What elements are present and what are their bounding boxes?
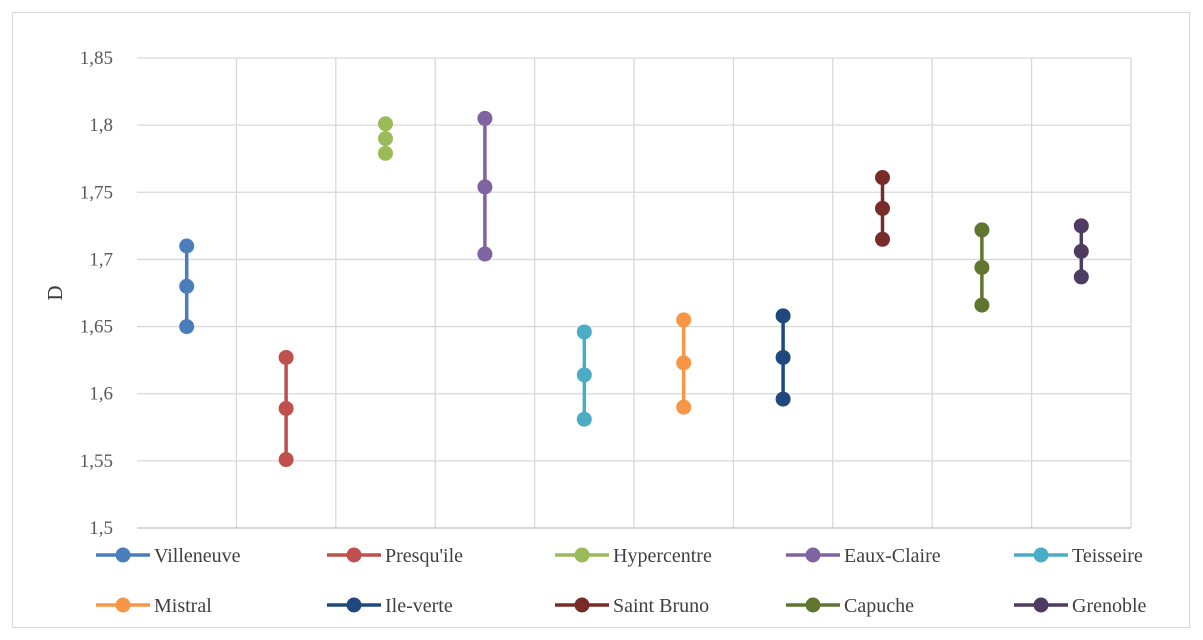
legend-label: Mistral	[154, 595, 212, 617]
series-4	[576, 324, 592, 427]
y-tick-label: 1,55	[80, 451, 113, 472]
legend: Villeneuve Presqu'ile Hypercentre Eaux-Clai…	[96, 545, 1147, 617]
y-tick-label: 1,65	[80, 317, 113, 338]
y-tick-label: 1,8	[89, 115, 113, 136]
legend-label: Grenoble	[1072, 595, 1147, 617]
legend-entry: Villeneuve	[96, 545, 241, 567]
legend-marker	[1033, 547, 1049, 563]
legend-entry: Presqu'ile	[327, 545, 463, 567]
y-axis-ticks: 1,5 1,55 1,6 1,65 1,7 1,75 1,8 1,85	[80, 48, 113, 539]
data-point	[775, 391, 791, 407]
legend-label: Presqu'ile	[385, 545, 463, 567]
legend-marker	[805, 597, 821, 613]
data-point	[875, 200, 890, 216]
data-point	[179, 319, 195, 335]
series-9	[1073, 218, 1089, 285]
data-point	[278, 349, 294, 365]
series-0	[179, 238, 195, 335]
data-point	[378, 116, 393, 132]
legend-entry: Ile-verte	[327, 595, 453, 617]
series-7	[875, 170, 890, 247]
data-point	[676, 399, 692, 415]
grid	[137, 57, 1132, 528]
y-tick-label: 1,85	[80, 48, 113, 69]
legend-entry: Saint Bruno	[555, 595, 709, 617]
legend-marker	[115, 597, 131, 613]
legend-entry: Grenoble	[1014, 595, 1147, 617]
series-2	[378, 116, 393, 161]
series-8	[974, 222, 990, 313]
chart-frame	[12, 12, 1190, 628]
legend-label: Capuche	[844, 595, 914, 617]
y-axis-title: D	[43, 285, 67, 300]
data-point	[875, 231, 890, 247]
y-tick-label: 1,75	[80, 182, 113, 203]
legend-marker	[115, 547, 131, 563]
data-point	[1073, 269, 1089, 285]
data-point	[775, 349, 791, 365]
legend-label: Saint Bruno	[613, 595, 709, 617]
legend-marker	[574, 597, 590, 613]
data-point	[1073, 243, 1089, 259]
data-point	[477, 246, 493, 262]
data-point	[477, 179, 493, 195]
data-point	[676, 312, 692, 328]
legend-entry: Eaux-Claire	[786, 545, 941, 567]
data-point	[576, 324, 592, 340]
data-point	[179, 278, 195, 294]
data-point	[278, 452, 294, 468]
series-5	[676, 312, 692, 415]
legend-entry: Capuche	[786, 595, 914, 617]
legend-label: Villeneuve	[154, 545, 241, 567]
data-point	[875, 170, 890, 186]
data-point	[974, 259, 990, 275]
data-point	[278, 400, 294, 416]
series-3	[477, 110, 493, 262]
data-point	[676, 355, 692, 371]
data-point	[576, 411, 592, 427]
y-tick-label: 1,6	[89, 384, 113, 405]
y-tick-label: 1,7	[89, 249, 113, 270]
legend-entry: Mistral	[96, 595, 212, 617]
data-point	[378, 131, 393, 147]
data-point	[576, 367, 592, 383]
y-tick-label: 1,5	[89, 518, 113, 539]
data-point	[378, 145, 393, 161]
legend-label: Hypercentre	[613, 545, 712, 567]
legend-marker	[574, 547, 590, 563]
legend-entry: Teisseire	[1014, 545, 1143, 567]
data-point	[974, 222, 990, 238]
data-point	[775, 308, 791, 324]
legend-label: Teisseire	[1072, 545, 1143, 567]
legend-marker	[346, 547, 362, 563]
series-6	[775, 308, 791, 407]
series-group	[179, 110, 1089, 468]
legend-marker	[805, 547, 821, 563]
legend-marker	[346, 597, 362, 613]
legend-entry: Hypercentre	[555, 545, 712, 567]
series-1	[278, 349, 294, 468]
data-point	[477, 110, 493, 126]
data-point	[974, 297, 990, 313]
data-point	[179, 238, 195, 254]
legend-label: Eaux-Claire	[844, 545, 941, 567]
legend-marker	[1033, 597, 1049, 613]
legend-label: Ile-verte	[385, 595, 453, 617]
data-point	[1073, 218, 1089, 234]
